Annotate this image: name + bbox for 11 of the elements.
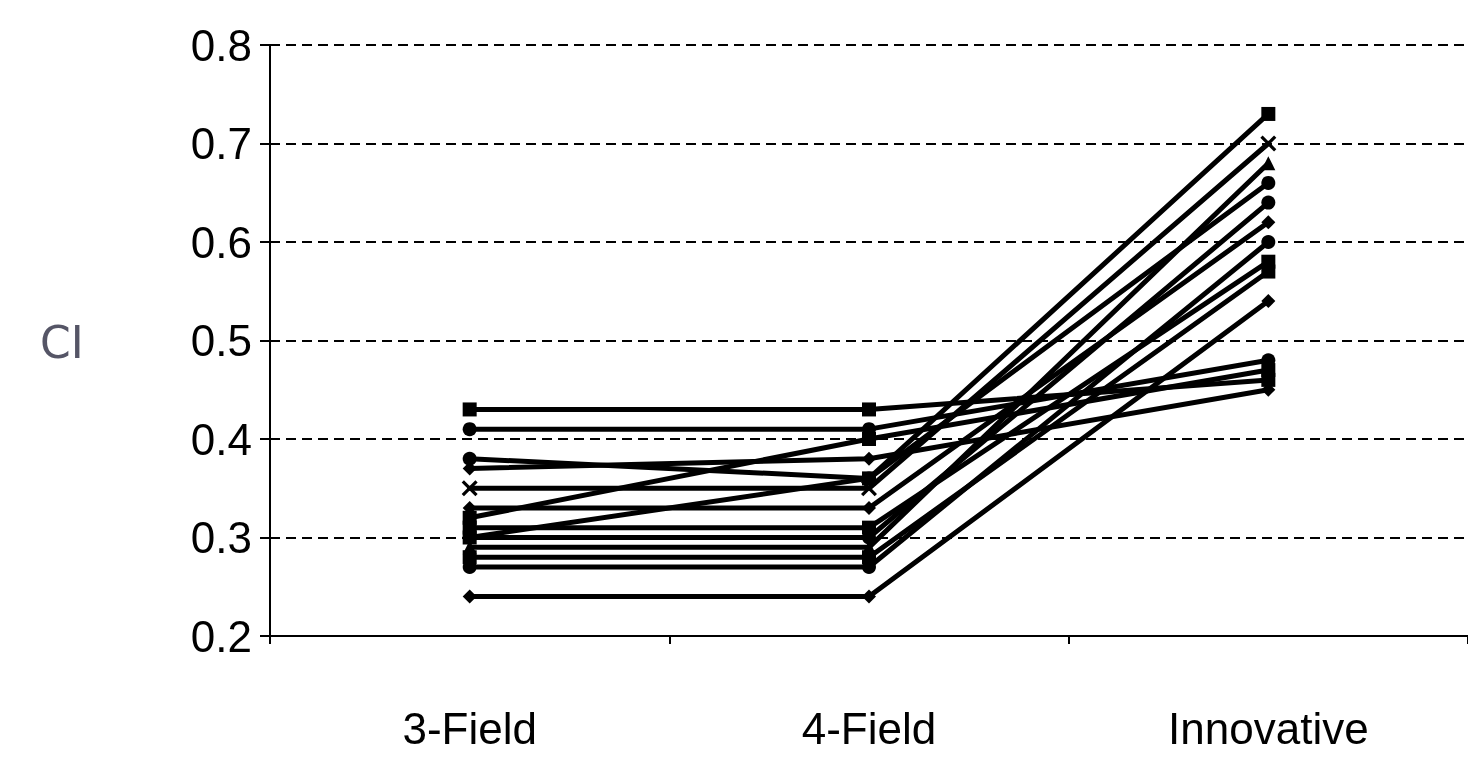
y-tick-label: 0.3 [190,513,252,562]
x-tick-label: 4-Field [801,703,937,753]
y-tick-label: 0.8 [190,20,252,70]
x-tick-label: Innovative [1168,703,1369,753]
y-tick-label: 0.6 [190,217,252,267]
y-tick-label: 0.7 [190,119,252,168]
y-tick-label: 0.4 [190,414,252,464]
y-tick-label: 0.2 [190,611,252,661]
y-tick-label: 0.5 [190,316,252,365]
y-axis-title: CI [40,316,84,368]
x-tick-label: 3-Field [402,703,537,753]
